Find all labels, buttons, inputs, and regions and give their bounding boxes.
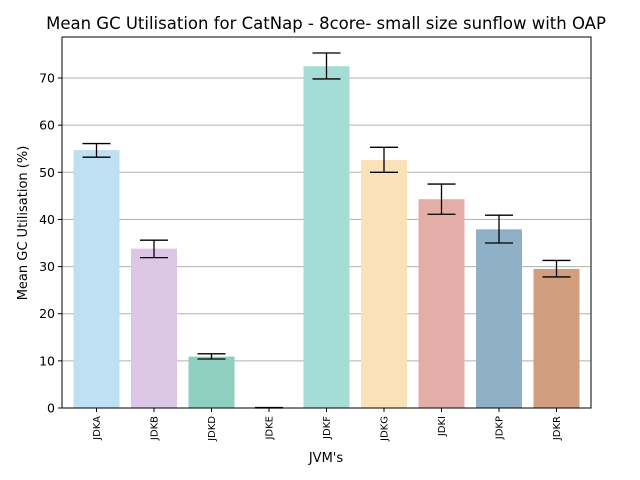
x-axis-label: JVM's	[308, 451, 344, 466]
x-tick-label: JDKD	[207, 416, 218, 442]
y-tick-label: 0	[47, 401, 55, 416]
x-tick-label: JDKB	[150, 416, 161, 441]
bar-jdka	[73, 150, 120, 409]
bars	[73, 66, 580, 409]
x-tick-label: JDKE	[265, 416, 276, 441]
x-tick-label: JDKA	[92, 416, 103, 441]
y-tick-label: 50	[39, 165, 55, 180]
bar-jdkb	[131, 248, 177, 408]
y-tick-label: 40	[39, 212, 55, 227]
bar-jdkp	[476, 229, 522, 408]
bar-jdkf	[303, 66, 350, 408]
y-axis-label: Mean GC Utilisation (%)	[16, 146, 31, 301]
x-tick-label: JDKG	[380, 416, 391, 442]
y-tick-label: 10	[39, 353, 55, 368]
y-tick-label: 70	[39, 71, 55, 86]
y-tick-label: 60	[39, 118, 55, 133]
y-tick-label: 20	[39, 306, 55, 321]
x-tick-label: JDKP	[495, 416, 506, 440]
x-tick-label: JDKF	[322, 416, 333, 440]
error-bars	[82, 52, 571, 409]
x-axis: JDKA JDKB JDKD JDKE JDKF JDKG JDKI JDKP JDKR	[92, 408, 563, 442]
x-tick-label: JDKR	[552, 416, 563, 441]
y-axis: 0 10 20 30 40 50 60 70	[39, 71, 62, 416]
x-tick-label: JDKI	[437, 416, 448, 437]
chart-title: Mean GC Utilisation for CatNap - 8core- …	[46, 14, 606, 33]
y-tick-label: 30	[39, 259, 55, 274]
bar-jdkg	[361, 160, 407, 408]
bar-jdki	[418, 199, 465, 408]
bar-jdkr	[533, 268, 580, 408]
bar-jdkd	[188, 356, 235, 408]
